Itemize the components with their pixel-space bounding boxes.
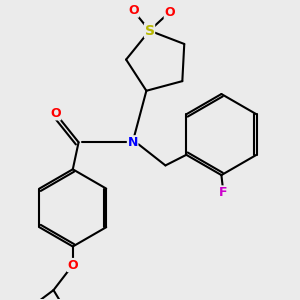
Text: O: O [50, 107, 61, 120]
Text: S: S [145, 24, 154, 38]
Text: N: N [128, 136, 138, 149]
Text: F: F [219, 186, 228, 199]
Text: O: O [68, 259, 78, 272]
Text: O: O [128, 4, 139, 17]
Text: O: O [164, 6, 175, 19]
